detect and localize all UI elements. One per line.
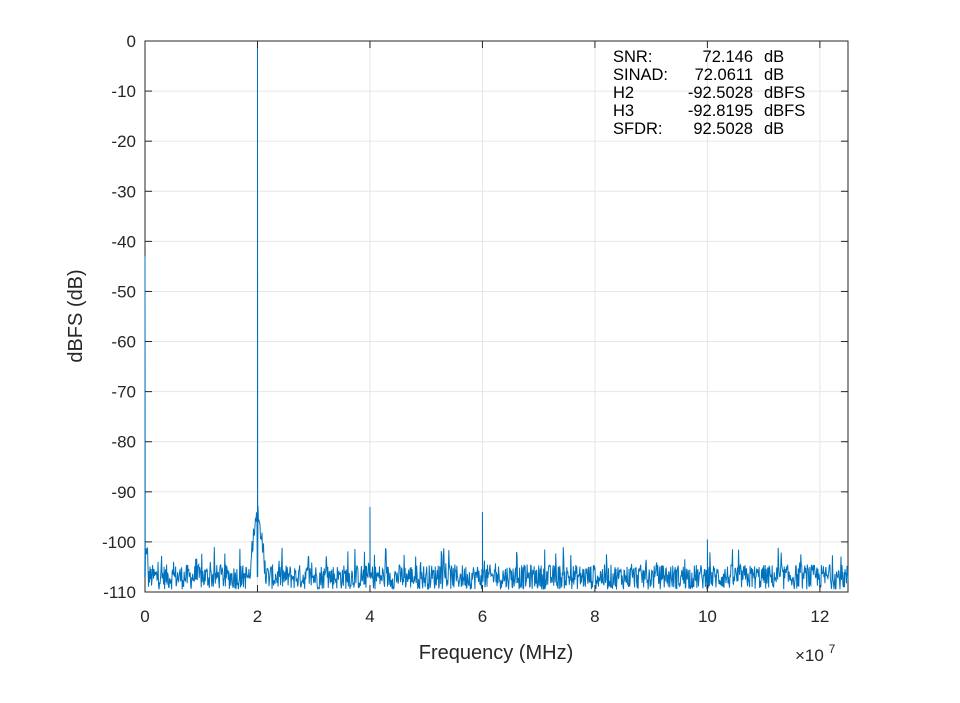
- metric-value: 92.5028: [693, 120, 753, 138]
- metric-label: SFDR:: [613, 120, 663, 138]
- x-axis-exponent-power: 7: [829, 642, 836, 656]
- y-tick-label: -30: [111, 182, 136, 201]
- metric-row: H2 -92.5028 dBFS: [613, 84, 805, 102]
- metric-label: H3: [613, 102, 634, 120]
- y-tick-label: -10: [111, 82, 136, 101]
- metric-label: H2: [613, 84, 634, 102]
- x-tick-label: 2: [253, 607, 262, 626]
- metric-unit: dB: [764, 120, 784, 138]
- metric-value: 72.146: [703, 48, 753, 66]
- y-tick-label: -40: [111, 232, 136, 251]
- x-tick-label: 12: [810, 607, 829, 626]
- metric-unit: dB: [764, 66, 784, 84]
- grid: [144, 40, 848, 593]
- x-tick-label: 6: [478, 607, 487, 626]
- spectrum-series: [144, 46, 849, 591]
- y-tick-label: -80: [111, 433, 136, 452]
- x-axis-label: Frequency (MHz): [419, 642, 573, 664]
- y-tick-label: -110: [103, 583, 136, 602]
- x-axis-exponent-base: ×10: [795, 646, 824, 665]
- y-tick-labels: 0 -10 -20 -30 -40 -50 -60 -70 -80 -90 -100 -110: [102, 32, 136, 602]
- y-tick-label: -90: [111, 483, 136, 502]
- metric-row: SNR: 72.146 dB: [613, 48, 784, 66]
- y-axis-label: dBFS (dB): [65, 269, 87, 362]
- y-tick-label: -20: [111, 132, 136, 151]
- metric-row: SINAD: 72.0611 dB: [613, 66, 784, 84]
- metric-unit: dBFS: [764, 84, 805, 102]
- metric-row: H3 -92.8195 dBFS: [613, 102, 805, 120]
- metric-unit: dBFS: [764, 102, 805, 120]
- x-tick-label: 8: [590, 607, 599, 626]
- x-tick-label: 0: [140, 607, 149, 626]
- y-tick-label: -50: [111, 282, 136, 301]
- metrics-annotation: SNR: 72.146 dB SINAD: 72.0611 dB H2 -92.5028 dBF…: [613, 48, 805, 138]
- x-tick-labels: 0 2 4 6 8 10 12: [140, 607, 829, 626]
- x-tick-label: 10: [698, 607, 717, 626]
- y-tick-label: -100: [102, 533, 136, 552]
- y-tick-label: 0: [127, 32, 136, 51]
- metric-value: 72.0611: [695, 66, 753, 84]
- axis-ticks: [144, 40, 848, 593]
- metric-row: SFDR: 92.5028 dB: [613, 120, 784, 138]
- metric-label: SNR:: [613, 48, 652, 66]
- spectrum-line: [144, 46, 849, 591]
- metric-unit: dB: [764, 48, 784, 66]
- x-axis-exponent: ×10 7: [795, 642, 836, 665]
- metric-label: SINAD:: [613, 66, 668, 84]
- metric-value: -92.8195: [688, 102, 753, 120]
- y-tick-label: -60: [111, 333, 136, 352]
- x-tick-label: 4: [365, 607, 374, 626]
- y-tick-label: -70: [111, 383, 136, 402]
- metric-value: -92.5028: [688, 84, 753, 102]
